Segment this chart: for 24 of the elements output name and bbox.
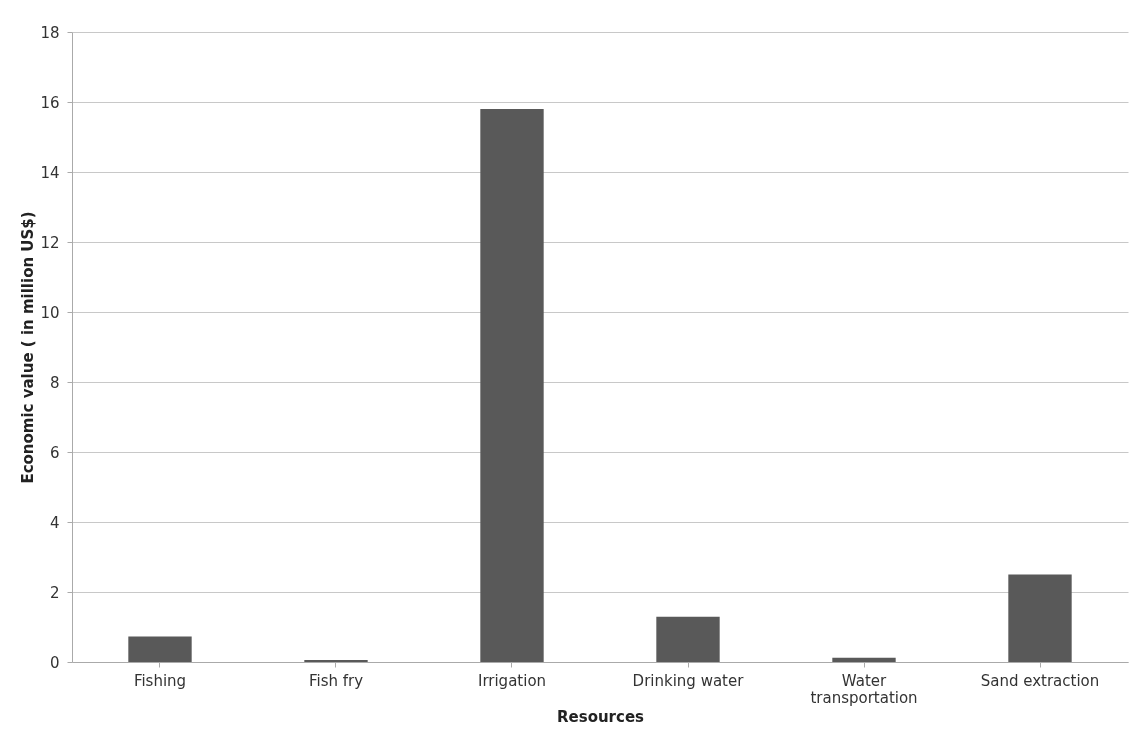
- bar: [1008, 574, 1072, 662]
- x-tick-label: Fishing: [133, 671, 187, 690]
- y-tick-label: 0: [49, 653, 60, 672]
- y-tick-label: 16: [40, 93, 60, 112]
- x-axis-title: Resources: [556, 707, 645, 726]
- y-tick-label: 18: [40, 23, 60, 42]
- y-tick-label: 2: [49, 583, 60, 602]
- bar: [304, 659, 368, 662]
- y-tick-label: 12: [40, 233, 60, 252]
- bar: [656, 616, 720, 662]
- bar: [128, 636, 192, 662]
- x-tick-label: Sand extraction: [980, 671, 1100, 690]
- y-axis-title: Economic value ( in million US$): [19, 211, 38, 484]
- x-tick-label: Drinking water: [632, 671, 745, 690]
- x-tick-label: Irrigation: [477, 671, 547, 690]
- y-tick-label: 10: [40, 303, 60, 322]
- y-tick-label: 6: [49, 443, 60, 462]
- bar: [480, 109, 544, 662]
- y-tick-label: 14: [40, 163, 60, 182]
- bar: [832, 657, 896, 662]
- y-tick-label: 4: [49, 513, 60, 532]
- x-tick-label: Water transportation: [810, 671, 918, 707]
- y-tick-label: 8: [49, 373, 60, 392]
- x-tick-label: Fish fry: [308, 671, 364, 690]
